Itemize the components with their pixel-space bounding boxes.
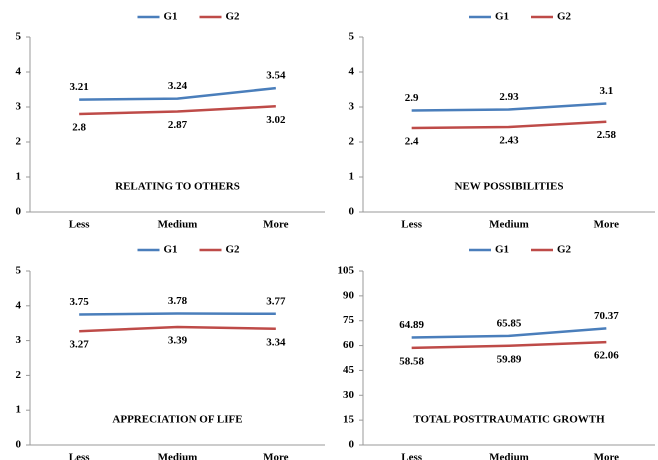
panel-title: TOTAL POSTTRAUMATIC GROWTH: [413, 414, 605, 426]
series-line: [411, 327, 607, 339]
y-tick-label: 2: [16, 136, 22, 148]
panel-title: APPRECIATION OF LIFE: [112, 414, 242, 426]
x-tick-label: Medium: [158, 452, 198, 460]
legend-label: G1: [164, 244, 178, 256]
legend-label: G2: [557, 244, 572, 256]
data-label: 3.02: [266, 114, 286, 126]
y-tick-label: 4: [16, 66, 22, 78]
legend-label: G2: [226, 244, 241, 256]
y-tick-label: 0: [349, 206, 355, 218]
y-tick-label: 3: [349, 101, 355, 113]
y-tick-label: 5: [16, 31, 22, 43]
series-line: [79, 105, 276, 116]
y-tick-label: 45: [343, 364, 355, 376]
legend-label: G2: [226, 11, 241, 23]
y-tick-label: 1: [16, 404, 22, 416]
data-label: 65.85: [497, 317, 522, 329]
data-label: 3.75: [70, 296, 90, 308]
y-tick-label: 5: [349, 31, 355, 43]
series-line: [411, 340, 607, 350]
data-label: 2.93: [499, 91, 519, 103]
data-label: 2.8: [72, 122, 86, 134]
y-tick-label: 4: [16, 299, 22, 311]
data-label: 3.54: [266, 70, 286, 82]
x-tick-label: More: [594, 219, 620, 231]
legend-label: G2: [557, 11, 572, 23]
legend-label: G1: [495, 244, 509, 256]
y-tick-label: 30: [343, 389, 355, 401]
data-label: 3.78: [168, 295, 188, 307]
y-tick-label: 4: [349, 66, 355, 78]
y-tick-label: 5: [16, 265, 22, 277]
y-tick-label: 2: [349, 136, 355, 148]
x-tick-label: Medium: [489, 452, 529, 460]
data-label: 59.89: [497, 353, 522, 365]
series-line: [79, 325, 276, 333]
y-tick-label: 75: [343, 314, 355, 326]
y-tick-label: 3: [16, 101, 22, 113]
x-tick-label: More: [263, 219, 289, 231]
y-tick-label: 0: [349, 439, 355, 451]
legend-label: G1: [495, 11, 509, 23]
data-label: 3.1: [599, 85, 613, 97]
data-label: 3.39: [168, 335, 188, 347]
data-label: 62.06: [594, 350, 619, 362]
x-tick-label: Less: [401, 452, 423, 460]
data-label: 2.43: [499, 134, 519, 146]
x-tick-label: More: [594, 452, 620, 460]
y-tick-label: 15: [343, 414, 355, 426]
y-tick-label: 1: [349, 171, 355, 183]
series-line: [411, 102, 607, 112]
series-line: [411, 120, 607, 130]
x-tick-label: Less: [69, 452, 91, 460]
y-tick-label: 1: [16, 171, 22, 183]
data-label: 3.27: [70, 339, 90, 351]
legend-label: G1: [164, 11, 178, 23]
data-label: 2.58: [597, 129, 617, 141]
y-tick-label: 90: [343, 289, 355, 301]
data-label: 64.89: [399, 319, 424, 331]
y-tick-label: 2: [16, 369, 22, 381]
x-tick-label: Medium: [158, 219, 198, 231]
y-tick-label: 105: [338, 265, 355, 277]
data-label: 3.34: [266, 336, 286, 348]
data-label: 2.4: [405, 136, 419, 148]
panel-title: NEW POSSIBILITIES: [455, 181, 564, 193]
series-line: [79, 312, 276, 316]
data-label: 70.37: [594, 310, 619, 322]
data-label: 2.87: [168, 119, 188, 131]
data-label: 2.9: [405, 92, 419, 104]
x-tick-label: More: [263, 452, 289, 460]
y-tick-label: 3: [16, 334, 22, 346]
x-tick-label: Less: [69, 219, 91, 231]
data-label: 3.77: [266, 295, 286, 307]
y-tick-label: 0: [16, 206, 22, 218]
series-line: [79, 86, 276, 101]
y-tick-label: 60: [343, 339, 355, 351]
y-tick-label: 0: [16, 439, 22, 451]
data-label: 58.58: [399, 355, 424, 367]
x-tick-label: Less: [401, 219, 423, 231]
panel-title: RELATING TO OTHERS: [115, 181, 240, 193]
data-label: 3.24: [168, 80, 188, 92]
x-tick-label: Medium: [489, 219, 529, 231]
data-label: 3.21: [70, 81, 89, 93]
